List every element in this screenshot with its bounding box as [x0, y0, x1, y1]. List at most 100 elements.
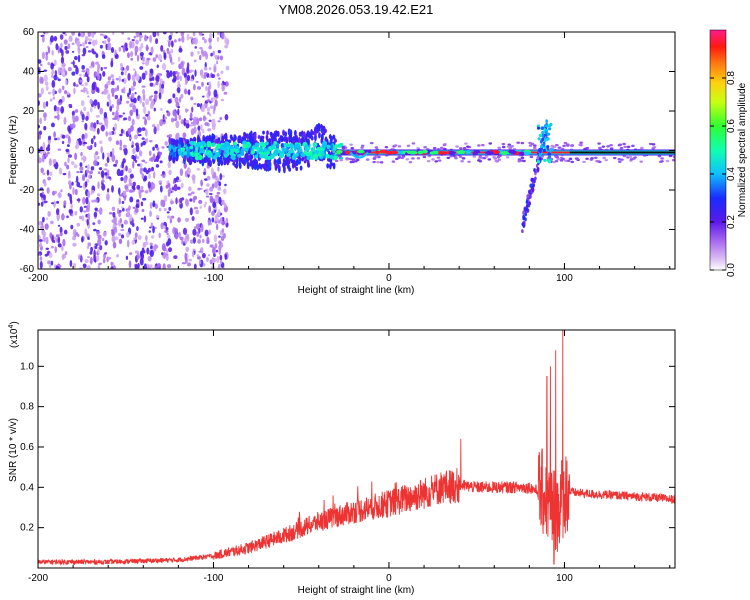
spectrogram-noise-blob: [213, 65, 217, 73]
spectrogram-noise-blob: [108, 136, 112, 142]
spectrogram-noise-blob: [95, 39, 98, 46]
spectrogram-carrier-halo: [530, 142, 535, 146]
spectrogram-scatter-blob: [223, 160, 227, 166]
spectrogram-carrier-segment: [439, 151, 448, 155]
spectrogram-noise-blob: [127, 73, 131, 81]
spectrogram-noise-blob: [193, 226, 197, 230]
spectrogram-noise-blob: [43, 125, 47, 131]
spectrogram-noise-blob: [40, 194, 44, 198]
spectrogram-noise-blob: [38, 130, 43, 135]
spectrogram-noise-blob: [70, 224, 74, 230]
spectrogram-noise-blob: [193, 102, 197, 105]
spectrogram-noise-blob: [164, 116, 168, 120]
spectrogram-scatter-blob: [193, 136, 196, 141]
spectrogram-carrier-halo: [595, 160, 599, 163]
spectrogram-scatter-blob: [248, 135, 252, 140]
spectrogram-noise-blob: [97, 156, 100, 160]
spectrogram-noise-blob: [100, 170, 105, 179]
spectrogram-noise-blob: [192, 248, 196, 252]
spectrogram-carrier-halo: [557, 146, 562, 149]
spectrogram-noise-blob: [114, 87, 118, 92]
spectrogram-noise-blob: [147, 110, 150, 115]
spectrogram-noise-blob: [95, 61, 100, 65]
spectrogram-burst-blob: [536, 156, 540, 161]
spectrogram-scatter-blob: [285, 146, 288, 154]
spectrogram-noise-blob: [90, 122, 94, 128]
spectrogram-noise-blob: [220, 70, 224, 75]
spectrogram-noise-blob: [154, 265, 159, 269]
spectrogram-carrier-halo: [338, 155, 342, 158]
spectrogram-peak-dot: [313, 153, 318, 159]
spectrogram-scatter-blob: [170, 144, 174, 150]
spectrogram-noise-blob: [62, 172, 67, 176]
spectrogram-peak-dot: [273, 141, 278, 145]
spectrogram-noise-blob: [185, 119, 189, 124]
spectrogram-noise-blob: [103, 88, 108, 95]
spectrogram-noise-blob: [163, 208, 167, 212]
spectrogram-carrier-halo: [640, 146, 644, 150]
spectrogram-noise-blob: [57, 243, 62, 248]
spectrogram-noise-blob: [169, 200, 175, 205]
spectrogram-noise-blob: [49, 171, 53, 177]
spectrogram-noise-blob: [178, 47, 183, 53]
spectrogram-noise-blob: [134, 232, 138, 238]
spectrogram-noise-blob: [137, 235, 142, 240]
spectrogram-scatter-blob: [193, 159, 197, 164]
spectrogram-noise-blob: [203, 50, 207, 57]
spectrogram-carrier-halo: [393, 144, 398, 147]
spectrogram-noise-blob: [215, 196, 219, 204]
spectrogram-noise-blob: [143, 263, 148, 269]
spectrogram-noise-blob: [131, 38, 135, 42]
spectrogram-carrier-segment: [522, 151, 532, 156]
spectrogram-noise-blob: [60, 42, 63, 48]
spectrogram-noise-blob: [172, 93, 176, 99]
spectrogram-noise-blob: [112, 241, 117, 249]
spectrogram-noise-blob: [198, 117, 203, 122]
spectrogram-noise-blob: [133, 237, 137, 241]
spectrogram-noise-blob: [177, 179, 182, 182]
spectrogram-noise-blob: [79, 170, 83, 173]
spectrogram-noise-blob: [218, 196, 222, 205]
spectrogram-burst-core: [547, 154, 552, 158]
spectrogram-scatter-blob: [264, 159, 268, 164]
spectrogram-noise-blob: [95, 86, 98, 92]
spectrogram-noise-blob: [199, 205, 202, 209]
spectrogram-noise-blob: [111, 147, 115, 155]
spectrogram-noise-blob: [128, 87, 132, 96]
spectrogram-noise-blob: [155, 155, 160, 163]
spectrogram-scatter-blob: [259, 164, 263, 170]
spectrogram-scatter-blob: [172, 156, 176, 163]
spectrogram-scatter-blob: [288, 167, 292, 172]
spectrogram-noise-blob: [86, 218, 89, 226]
spectrogram-noise-blob: [165, 254, 169, 262]
spectrogram-peak-dot: [183, 151, 188, 156]
spectrogram-noise-blob: [219, 116, 223, 121]
spectrogram-peak-dot: [321, 143, 327, 149]
spectrogram-noise-blob: [217, 166, 220, 172]
spectrogram-scatter-blob: [244, 158, 248, 165]
spectrogram-noise-blob: [152, 32, 157, 38]
spectrogram-noise-blob: [140, 42, 144, 49]
spectrogram-noise-blob: [122, 158, 126, 164]
spectrogram-noise-blob: [186, 62, 190, 69]
spectrogram-noise-blob: [86, 76, 90, 83]
spectrogram-noise-blob: [187, 168, 191, 175]
spectrogram-noise-blob: [127, 115, 132, 122]
spectrogram-noise-blob: [179, 75, 183, 82]
spectrogram-noise-blob: [79, 206, 83, 213]
spectrogram-noise-blob: [69, 199, 73, 205]
spectrogram-noise-blob: [98, 122, 103, 125]
spectrogram-noise-blob: [151, 182, 156, 190]
spectrogram-noise-blob: [159, 78, 163, 84]
snr-xtick-label: 0: [386, 573, 392, 584]
spectrogram-noise-blob: [87, 242, 92, 247]
spectrogram-peak-dot: [189, 145, 194, 150]
spectrogram-carrier-halo: [520, 156, 525, 160]
spectrogram-noise-blob: [97, 181, 100, 190]
spectrogram-noise-blob: [118, 114, 123, 118]
spectrogram-burst-core: [538, 153, 542, 157]
spectrogram-noise-blob: [150, 245, 154, 250]
spectrogram-noise-blob: [212, 201, 217, 209]
spectrogram-noise-blob: [45, 100, 49, 107]
spectrogram-noise-blob: [141, 127, 146, 132]
